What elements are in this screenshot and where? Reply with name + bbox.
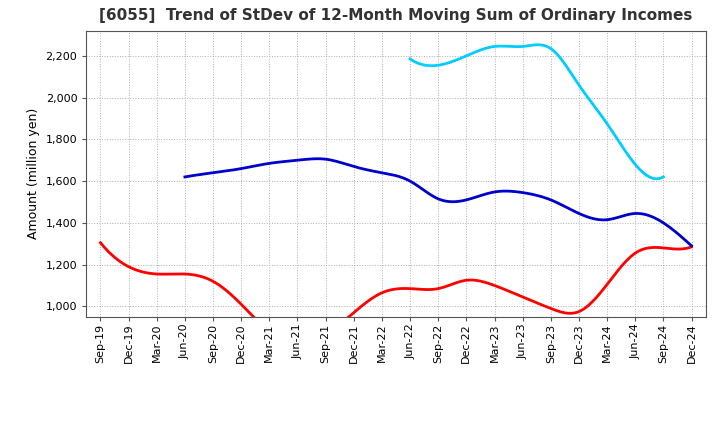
Line: 5 Years: 5 Years: [185, 159, 691, 246]
7 Years: [406, 56, 415, 62]
7 Years: [620, 147, 629, 152]
3 Years: [98, 242, 107, 248]
7 Years: [557, 57, 566, 62]
Title: [6055]  Trend of StDev of 12-Month Moving Sum of Ordinary Incomes: [6055] Trend of StDev of 12-Month Moving…: [99, 7, 693, 23]
7 Years: [636, 168, 645, 173]
5 Years: [492, 189, 501, 194]
5 Years: [482, 191, 491, 196]
7 Years: [534, 42, 542, 48]
5 Years: [181, 174, 189, 180]
5 Years: [182, 174, 191, 179]
7 Years: [562, 63, 570, 68]
3 Years: [460, 278, 469, 283]
5 Years: [687, 243, 696, 249]
7 Years: [557, 56, 565, 61]
5 Years: [642, 212, 650, 217]
3 Years: [634, 249, 642, 254]
5 Years: [484, 191, 492, 196]
Y-axis label: Amount (million yen): Amount (million yen): [27, 108, 40, 239]
Line: 7 Years: 7 Years: [410, 45, 663, 179]
3 Years: [96, 240, 105, 246]
7 Years: [652, 176, 661, 181]
3 Years: [448, 282, 456, 287]
Line: 3 Years: 3 Years: [101, 243, 691, 339]
7 Years: [659, 174, 667, 180]
3 Years: [596, 290, 605, 295]
3 Years: [450, 281, 459, 286]
3 Years: [687, 244, 696, 249]
5 Years: [609, 216, 618, 221]
7 Years: [407, 57, 415, 62]
5 Years: [312, 156, 321, 161]
3 Years: [298, 336, 307, 341]
